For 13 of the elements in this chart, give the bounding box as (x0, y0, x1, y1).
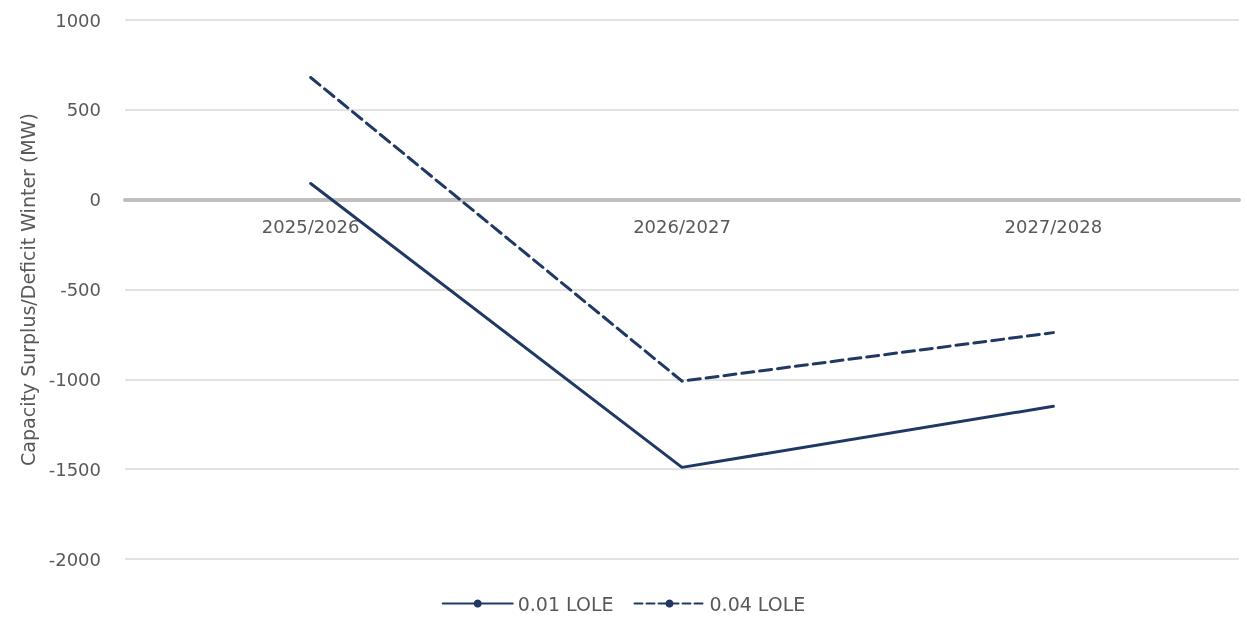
y-axis-title: Capacity Surplus/Deficit Winter (MW) (17, 113, 40, 466)
x-tick-label: 2025/2026 (261, 216, 360, 238)
y-tick-label: 500 (66, 99, 101, 121)
y-tick-label: -1000 (48, 368, 101, 390)
y-tick-label: 1000 (55, 9, 101, 31)
y-tick-label: -500 (60, 279, 101, 300)
legend-label: 0.04 LOLE (709, 592, 806, 615)
y-tick-label: 0 (89, 189, 101, 211)
x-tick-label: 2026/2027 (633, 216, 731, 238)
y-tick-label: -1500 (48, 458, 101, 480)
y-tick-label: -2000 (48, 548, 101, 570)
x-tick-label: 2027/2028 (1004, 216, 1103, 238)
legend-label: 0.01 LOLE (517, 592, 614, 615)
